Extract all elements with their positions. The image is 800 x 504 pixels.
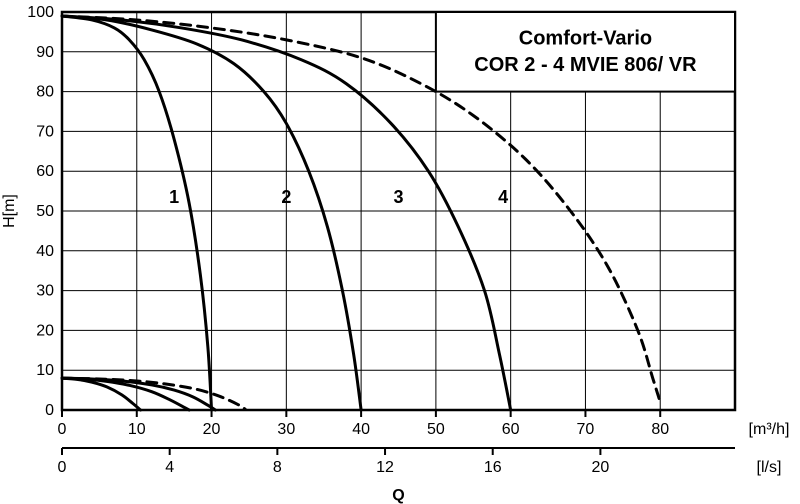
y-tick-label: 70: [36, 123, 54, 140]
chart-svg: 0102030405060708090100H[m]01020304050607…: [0, 0, 800, 504]
x1-tick-label: 70: [577, 421, 595, 438]
x2-tick-label: 12: [376, 459, 394, 476]
y-tick-label: 30: [36, 283, 54, 300]
x2-tick-label: 4: [165, 459, 174, 476]
curve-label: 1: [169, 187, 179, 207]
x2-tick-label: 20: [592, 459, 610, 476]
x1-unit: [m³/h]: [749, 421, 790, 438]
x1-tick-label: 50: [427, 421, 445, 438]
y-tick-label: 80: [36, 84, 54, 101]
x2-tick-label: 16: [484, 459, 502, 476]
x1-tick-label: 60: [502, 421, 520, 438]
curve-label: 2: [281, 187, 291, 207]
title-line: Comfort-Vario: [519, 28, 652, 50]
x1-tick-label: 10: [128, 421, 146, 438]
x1-tick-label: 20: [203, 421, 221, 438]
x2-unit: [l/s]: [757, 459, 782, 476]
x2-tick-label: 8: [273, 459, 282, 476]
y-tick-label: 40: [36, 243, 54, 260]
curve-L3: [62, 378, 215, 410]
y-axis-label: H[m]: [1, 194, 18, 228]
pump-curve-chart: 0102030405060708090100H[m]01020304050607…: [0, 0, 800, 504]
y-tick-label: 50: [36, 203, 54, 220]
curve-label: 4: [498, 187, 508, 207]
y-tick-label: 90: [36, 44, 54, 61]
curve-label: 3: [393, 187, 403, 207]
y-tick-label: 10: [36, 362, 54, 379]
y-tick-label: 60: [36, 163, 54, 180]
title-box: [436, 12, 735, 92]
title-line: COR 2 - 4 MVIE 806/ VR: [474, 54, 697, 76]
y-tick-label: 100: [27, 4, 54, 21]
curve-L2: [62, 378, 189, 410]
x-axis-label: Q: [392, 487, 404, 504]
x1-tick-label: 30: [277, 421, 295, 438]
x1-tick-label: 0: [58, 421, 67, 438]
x1-tick-label: 40: [352, 421, 370, 438]
x2-tick-label: 0: [58, 459, 67, 476]
y-tick-label: 0: [45, 402, 54, 419]
y-tick-label: 20: [36, 322, 54, 339]
x1-tick-label: 80: [651, 421, 669, 438]
